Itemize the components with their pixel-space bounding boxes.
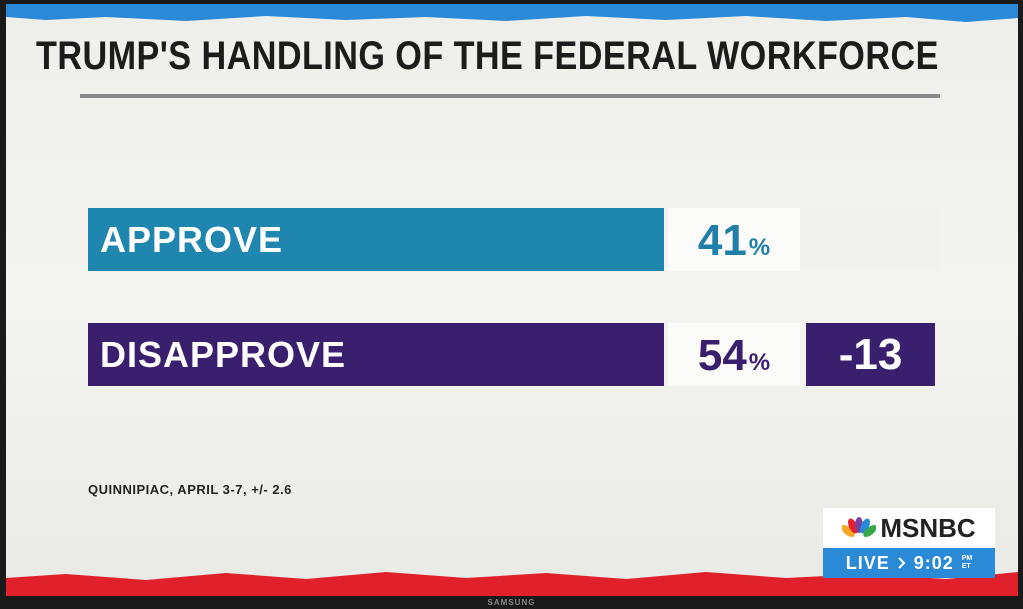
row-value: 54 (697, 331, 747, 380)
peacock-icon (842, 517, 877, 537)
logo-panel: MSNBC (823, 508, 995, 548)
title-rule (80, 94, 940, 98)
disapprove-value-box: 54% (668, 323, 800, 386)
network-name: MSNBC (880, 512, 976, 543)
time: 9:02 (913, 552, 954, 573)
meridiem: PM (961, 555, 973, 562)
screen: TRUMP'S HANDLING OF THE FEDERAL WORKFORC… (6, 4, 1018, 596)
approve-value-box: 41% (668, 208, 800, 271)
empty-margin-box (800, 208, 940, 271)
red-torn-edge (6, 572, 1018, 596)
live-label: LIVE (845, 552, 890, 573)
approve-bar: APPROVE (88, 208, 664, 271)
row-unit: % (748, 234, 771, 261)
disapprove-bar: DISAPPROVE (88, 323, 664, 386)
row-label: APPROVE (100, 218, 284, 260)
tv-brand: SAMSUNG (487, 598, 536, 607)
live-panel: LIVE 9:02 PM ET (823, 548, 995, 578)
row-label: DISAPPROVE (100, 333, 347, 375)
blue-torn-edge (6, 4, 1018, 22)
net-margin: -13 (806, 323, 935, 386)
title: TRUMP'S HANDLING OF THE FEDERAL WORKFORC… (36, 34, 939, 78)
row-value: 41 (697, 216, 747, 265)
source-note: QUINNIPIAC, APRIL 3-7, +/- 2.6 (88, 482, 292, 497)
chevron (898, 557, 906, 569)
zone: ET (961, 563, 971, 570)
network-bug: MSNBC LIVE 9:02 PM ET (823, 508, 995, 578)
bottom-strip (6, 572, 1018, 596)
top-strip (6, 4, 1018, 22)
time-suffix: PM ET (962, 555, 973, 571)
row-unit: % (748, 349, 771, 376)
